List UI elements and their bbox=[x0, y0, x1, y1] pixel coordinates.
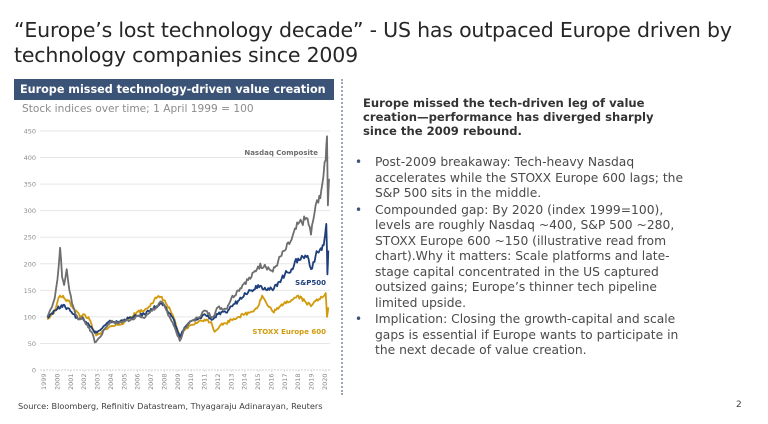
bullet-dot-icon: • bbox=[355, 202, 363, 217]
y-tick-label: 150 bbox=[24, 287, 36, 295]
series-label: STOXX Europe 600 bbox=[252, 328, 326, 336]
chart-header: Europe missed technology-driven value cr… bbox=[14, 79, 334, 100]
bullet-text: Implication: Closing the growth-capital … bbox=[375, 312, 679, 357]
series-line-nasdaq-composite bbox=[46, 135, 330, 344]
x-tick-label: 2004 bbox=[107, 373, 115, 390]
x-tick-label: 2005 bbox=[120, 373, 128, 390]
x-tick-label: 2016 bbox=[267, 373, 275, 390]
y-tick-label: 350 bbox=[24, 181, 36, 189]
x-tick-label: 2003 bbox=[94, 373, 102, 390]
y-tick-label: 250 bbox=[24, 234, 36, 242]
x-tick-label: 2007 bbox=[147, 373, 155, 390]
y-tick-label: 450 bbox=[24, 128, 36, 136]
y-tick-label: 400 bbox=[24, 154, 36, 162]
series-label: Nasdaq Composite bbox=[244, 149, 318, 157]
x-tick-label: 1999 bbox=[40, 373, 48, 390]
x-tick-label: 2006 bbox=[134, 373, 142, 390]
bullet-item: • Implication: Closing the growth-capital… bbox=[355, 312, 685, 359]
x-tick-label: 2011 bbox=[201, 373, 209, 390]
bullet-text: Compounded gap: By 2020 (index 1999=100)… bbox=[375, 202, 675, 310]
x-tick-label: 2012 bbox=[214, 373, 222, 390]
x-tick-label: 2018 bbox=[294, 373, 302, 390]
y-tick-label: 50 bbox=[28, 340, 36, 348]
bullet-item: • Post-2009 breakaway: Tech-heavy Nasdaq … bbox=[355, 155, 685, 202]
x-tick-label: 2009 bbox=[174, 373, 182, 390]
x-tick-label: 2002 bbox=[80, 373, 88, 390]
x-tick-label: 2017 bbox=[281, 373, 289, 390]
bullet-text: Post-2009 breakaway: Tech-heavy Nasdaq a… bbox=[375, 155, 684, 200]
source-note: Source: Bloomberg, Refinitiv Datastream,… bbox=[18, 401, 323, 411]
line-chart: 0 50 100 150 200 250 300 350 400 450 1999 2000 2001 2… bbox=[24, 128, 330, 390]
series-label: S&P500 bbox=[295, 279, 326, 287]
bullet-item: • Compounded gap: By 2020 (index 1999=100… bbox=[355, 203, 685, 312]
x-tick-label: 2010 bbox=[187, 373, 195, 390]
right-heading: Europe missed the tech-driven leg of val… bbox=[363, 96, 654, 138]
y-tick-label: 0 bbox=[32, 367, 36, 375]
x-tick-label: 2001 bbox=[67, 373, 75, 390]
page-number: 2 bbox=[736, 400, 742, 410]
y-tick-label: 200 bbox=[24, 260, 36, 268]
x-tick-label: 2008 bbox=[160, 373, 168, 390]
x-tick-label: 2020 bbox=[321, 373, 329, 390]
y-tick-label: 100 bbox=[24, 313, 36, 321]
bullet-dot-icon: • bbox=[355, 155, 363, 169]
y-tick-label: 300 bbox=[24, 207, 36, 215]
x-tick-label: 2000 bbox=[53, 373, 61, 390]
bullet-dot-icon: • bbox=[355, 312, 363, 326]
bullet-list: • Post-2009 breakaway: Tech-heavy Nasdaq … bbox=[355, 155, 685, 360]
chart-subtitle: Stock indices over time; 1 April 1999 = … bbox=[22, 103, 254, 115]
column-divider bbox=[341, 79, 343, 395]
x-tick-label: 2019 bbox=[308, 373, 316, 390]
x-tick-label: 2013 bbox=[227, 373, 235, 390]
x-tick-label: 2014 bbox=[241, 373, 249, 390]
x-tick-label: 2015 bbox=[254, 373, 262, 390]
slide-title: “Europe’s lost technology decade” - US h… bbox=[14, 18, 732, 67]
